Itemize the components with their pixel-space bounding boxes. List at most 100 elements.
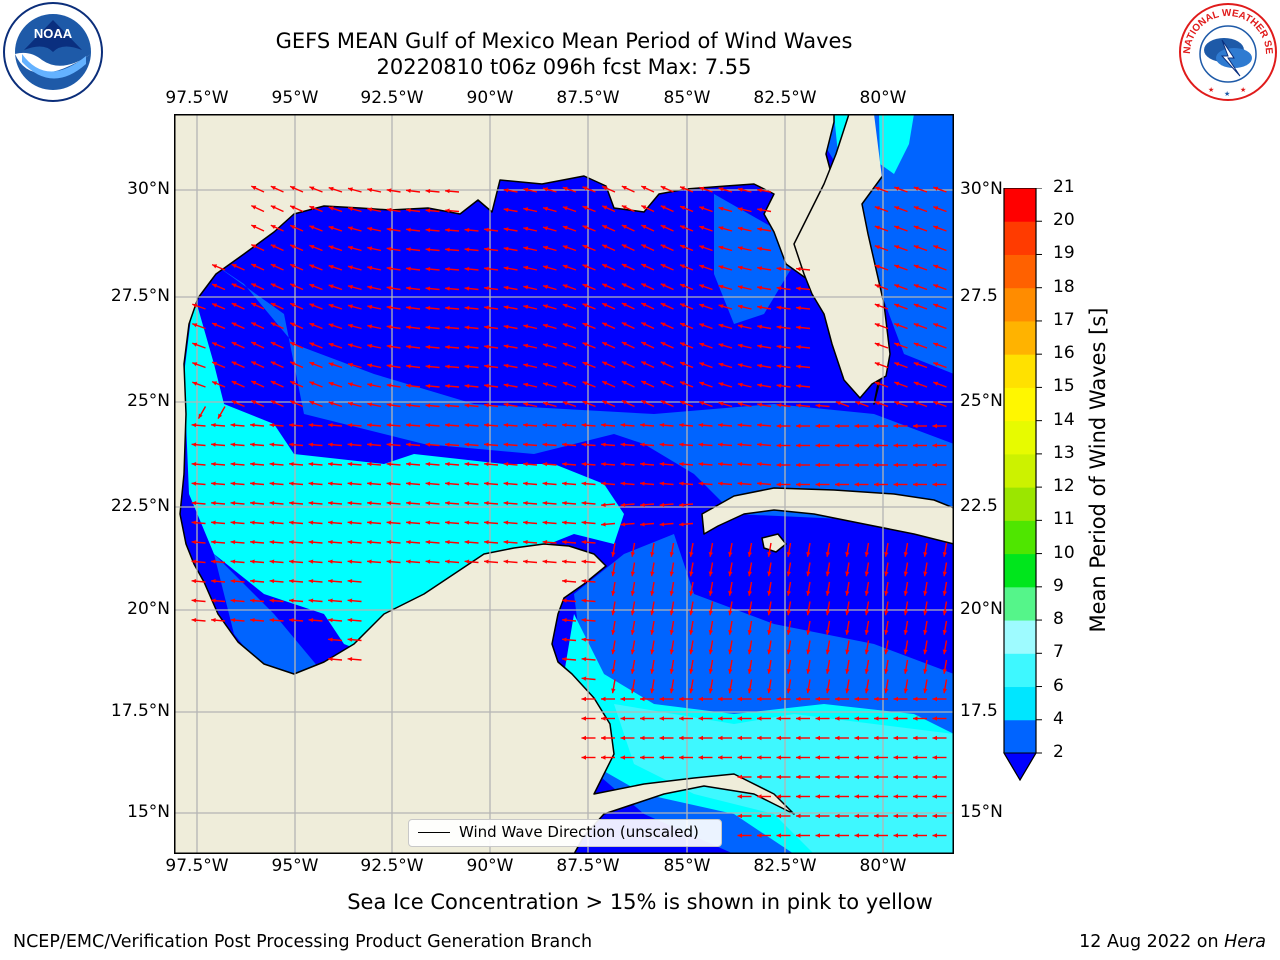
wave-direction-arrowhead bbox=[854, 833, 859, 838]
wave-direction-arrowhead bbox=[708, 571, 713, 577]
wave-direction-arrowhead bbox=[562, 381, 568, 386]
wave-direction-arrowhead bbox=[747, 669, 752, 674]
wave-direction-arrowhead bbox=[290, 342, 296, 347]
colorbar-segment bbox=[1004, 586, 1036, 621]
wave-direction-arrowhead bbox=[308, 481, 314, 486]
wave-direction-arrowhead bbox=[641, 303, 647, 307]
wave-direction-arrowhead bbox=[445, 325, 450, 330]
wave-direction-arrowhead bbox=[757, 383, 762, 388]
wave-direction-arrowhead bbox=[718, 382, 724, 387]
wave-direction-arrowhead bbox=[289, 618, 294, 623]
wave-direction-arrowhead bbox=[611, 571, 616, 577]
wave-direction-arrowhead bbox=[231, 361, 237, 366]
wave-direction-arrowhead bbox=[406, 325, 411, 330]
wave-direction-arrowhead bbox=[503, 246, 509, 251]
wave-direction-arrowhead bbox=[796, 794, 801, 799]
wave-direction-arrowhead bbox=[445, 540, 450, 545]
wave-direction-arrowhead bbox=[484, 462, 489, 467]
wave-direction-arrowhead bbox=[893, 462, 898, 468]
wave-direction-arrowhead bbox=[269, 520, 275, 525]
wave-direction-arrowhead bbox=[425, 481, 431, 486]
wave-direction-arrowhead bbox=[835, 462, 840, 468]
wave-direction-arrowhead bbox=[737, 382, 743, 387]
wave-direction-arrowhead bbox=[796, 344, 801, 350]
wave-direction-arrowhead bbox=[289, 520, 294, 525]
wave-direction-arrowhead bbox=[698, 696, 703, 702]
wave-direction-arrowhead bbox=[932, 774, 937, 780]
wave-direction-arrowhead bbox=[425, 559, 431, 564]
wave-direction-arrowhead bbox=[650, 610, 655, 616]
wave-direction-arrowhead bbox=[464, 286, 470, 291]
wave-direction-arrowhead bbox=[933, 186, 939, 191]
wave-direction-arrowhead bbox=[582, 206, 588, 210]
wave-direction-arrowhead bbox=[923, 688, 928, 694]
wave-direction-arrowhead bbox=[933, 206, 939, 211]
wave-direction-arrowhead bbox=[796, 266, 801, 272]
wave-direction-arrowhead bbox=[932, 716, 937, 721]
wave-direction-arrowhead bbox=[445, 306, 450, 311]
lon-label-top: 92.5°W bbox=[360, 88, 424, 108]
wave-direction-arrowhead bbox=[406, 501, 411, 506]
wave-direction-arrowhead bbox=[212, 322, 218, 327]
lon-label-top: 85°W bbox=[663, 88, 711, 108]
wave-direction-arrowhead bbox=[542, 559, 548, 564]
wave-direction-arrowhead bbox=[659, 696, 664, 702]
wave-direction-arrowhead bbox=[776, 423, 781, 429]
wave-direction-arrowhead bbox=[523, 423, 528, 428]
wave-direction-arrowhead bbox=[718, 187, 724, 192]
wave-direction-arrowhead bbox=[913, 696, 918, 702]
wave-direction-arrowhead bbox=[835, 833, 840, 838]
wave-direction-arrowhead bbox=[708, 552, 713, 557]
wave-direction-arrowhead bbox=[367, 559, 372, 564]
wave-direction-arrowhead bbox=[543, 187, 548, 192]
wave-direction-arrowhead bbox=[699, 362, 705, 367]
wave-direction-arrowhead bbox=[874, 186, 880, 191]
wave-direction-arrowhead bbox=[903, 630, 908, 635]
wave-direction-arrowhead bbox=[757, 402, 762, 407]
wave-direction-arrowhead bbox=[347, 520, 353, 525]
lon-label-bottom: 85°W bbox=[663, 856, 711, 876]
wave-direction-arrowhead bbox=[737, 246, 743, 251]
wave-direction-arrowhead bbox=[309, 245, 315, 250]
wave-direction-arrowhead bbox=[776, 716, 781, 721]
wave-direction-arrowhead bbox=[231, 303, 237, 308]
wave-direction-arrowhead bbox=[309, 264, 315, 269]
wave-direction-arrowhead bbox=[445, 462, 450, 467]
wave-direction-arrowhead bbox=[884, 669, 889, 674]
wave-direction-arrowhead bbox=[757, 188, 762, 193]
wave-direction-arrowhead bbox=[386, 540, 392, 545]
wave-direction-arrowhead bbox=[602, 186, 608, 191]
wave-direction-arrowhead bbox=[523, 207, 529, 212]
wave-direction-arrowhead bbox=[913, 225, 919, 230]
wave-direction-arrowhead bbox=[582, 401, 588, 405]
wave-direction-arrowhead bbox=[230, 481, 236, 486]
wave-direction-arrowhead bbox=[328, 401, 334, 406]
wave-direction-arrowhead bbox=[796, 774, 801, 780]
wave-direction-arrowhead bbox=[601, 696, 606, 702]
wave-direction-arrowhead bbox=[386, 285, 392, 291]
wave-direction-arrowhead bbox=[191, 481, 197, 486]
colorbar-segment bbox=[1004, 221, 1036, 255]
wave-direction-arrowhead bbox=[767, 630, 772, 635]
wave-direction-arrowhead bbox=[796, 383, 801, 389]
wave-direction-arrowhead bbox=[386, 344, 392, 349]
wave-direction-arrowhead bbox=[250, 462, 255, 467]
wave-direction-arrowhead bbox=[845, 630, 850, 635]
wave-direction-arrowhead bbox=[562, 559, 567, 564]
wave-direction-arrowhead bbox=[767, 649, 772, 655]
wave-direction-arrowhead bbox=[386, 188, 392, 193]
wave-direction-arrowhead bbox=[386, 402, 392, 408]
wave-direction-arrowhead bbox=[854, 696, 859, 702]
lon-label-top: 97.5°W bbox=[165, 88, 229, 108]
wave-direction-arrowhead bbox=[708, 610, 713, 616]
lat-label-right: 22.5 bbox=[960, 496, 998, 516]
wave-direction-arrowhead bbox=[815, 403, 821, 408]
wave-direction-arrowhead bbox=[191, 462, 197, 467]
wave-direction-arrowhead bbox=[328, 362, 334, 367]
wave-direction-arrowhead bbox=[582, 303, 588, 308]
wave-direction-arrowhead bbox=[230, 501, 236, 506]
colorbar-tick-label: 19 bbox=[1053, 243, 1075, 264]
wave-direction-arrowhead bbox=[191, 423, 197, 428]
wave-direction-arrowhead bbox=[659, 442, 665, 447]
wave-direction-arrowhead bbox=[386, 246, 392, 252]
